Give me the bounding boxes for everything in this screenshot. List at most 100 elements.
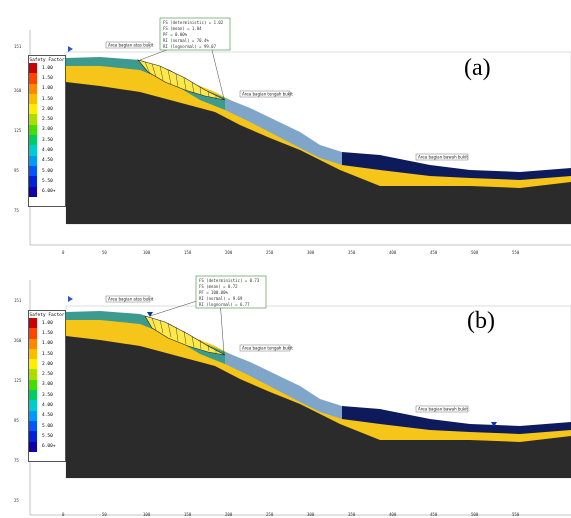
legend-body-b: 1.00 1.50 1.00 1.50 2.00 2.50 3.00 3.50 4.00 4.50… (29, 318, 65, 452)
svg-text:125: 125 (14, 128, 22, 133)
svg-text:150: 150 (184, 512, 192, 517)
callout-line: FS (deterministic) = 0.73 (199, 278, 260, 283)
svg-text:151: 151 (14, 44, 22, 49)
legend-value: 3.50 (42, 392, 53, 398)
svg-text:95: 95 (14, 418, 19, 423)
fs-callout-a (159, 17, 231, 51)
legend-row: 1.50 (29, 348, 65, 360)
svg-text:250: 250 (266, 250, 274, 255)
svg-text:151: 151 (14, 298, 22, 303)
legend-row: 5.00 (29, 165, 65, 177)
svg-text:125: 125 (14, 378, 22, 383)
legend-value: 4.50 (42, 158, 53, 164)
legend-row: 3.50 (29, 135, 65, 146)
legend-value: 2.00 (42, 106, 53, 112)
legend-swatch (29, 318, 37, 329)
legend-body-a: 1.00 1.50 1.00 1.50 2.00 2.50 3.00 3.50 4.00 4.50… (29, 63, 65, 197)
svg-text:200: 200 (225, 250, 233, 255)
svg-text:500: 500 (471, 512, 479, 517)
x-ticks: 0 50 100 150 200 250 300 350 400 450 500… (62, 512, 520, 517)
legend-swatch (29, 400, 37, 411)
area-label-lower: Area bagian bawah bukit (418, 155, 468, 160)
legend-value: 2.00 (42, 361, 53, 367)
legend-row: 6.00+ (29, 441, 65, 452)
svg-text:260: 260 (14, 338, 22, 343)
legend-swatch (29, 73, 37, 84)
legend-value: 4.50 (42, 413, 53, 419)
legend-row: 2.50 (29, 114, 65, 125)
legend-value: 3.00 (42, 127, 53, 133)
legend-swatch (29, 155, 37, 166)
legend-row: 2.00 (29, 104, 65, 115)
svg-text:250: 250 (266, 512, 274, 517)
slope-model-b: FS (deterministic) = 0.73 FS (mean) = 0.… (14, 275, 571, 517)
area-label-middle: Area bagian tengah bukit (242, 346, 293, 351)
svg-text:550: 550 (512, 512, 520, 517)
legend-swatch (29, 186, 37, 197)
slice-lines (144, 61, 217, 99)
legend-swatch (29, 431, 37, 442)
svg-text:350: 350 (348, 250, 356, 255)
legend-row: 3.50 (29, 390, 65, 401)
fs-callout-b (195, 275, 267, 309)
legend-row: 1.00 (29, 63, 65, 74)
legend-swatch (29, 83, 37, 94)
svg-text:450: 450 (430, 512, 438, 517)
legend-row: 4.50 (29, 155, 65, 166)
legend-swatch (29, 104, 37, 115)
legend-title: Safety Factor (29, 58, 65, 63)
legend-value: 5.00 (42, 423, 53, 429)
legend-swatch (29, 338, 37, 349)
legend-value: 5.00 (42, 168, 53, 174)
svg-text:95: 95 (14, 168, 19, 173)
surface-lower-layer (342, 152, 571, 180)
legend-swatch (29, 348, 37, 360)
surface-lower-layer (342, 406, 571, 434)
svg-text:75: 75 (14, 208, 19, 213)
y-ticks: 151 260 125 95 75 (14, 44, 22, 213)
panel-letter-b: (b) (467, 308, 495, 334)
legend-value: 2.50 (42, 117, 53, 123)
legend-swatch (29, 165, 37, 177)
callout-line: FS (mean) = 1.04 (163, 26, 202, 31)
y-ticks: 151 260 125 95 75 25 (14, 298, 22, 503)
area-label-middle: Area bagian tengah bukit (242, 92, 293, 97)
callout-line: RI (normal) = 9.69 (199, 296, 243, 301)
legend-row: 1.00 (29, 83, 65, 94)
legend-swatch (29, 114, 37, 125)
legend-value: 1.00 (42, 86, 53, 92)
surface-mid-layer (225, 98, 342, 165)
legend-value: 5.50 (42, 433, 53, 439)
legend-swatch (29, 379, 37, 391)
legend-row: 1.00 (29, 338, 65, 349)
legend-value: 2.50 (42, 372, 53, 378)
svg-text:300: 300 (307, 250, 315, 255)
legend-row: 1.50 (29, 73, 65, 84)
legend-value: 4.00 (42, 148, 53, 154)
legend-row: 6.00+ (29, 186, 65, 197)
legend-value: 5.50 (42, 178, 53, 184)
svg-text:150: 150 (184, 250, 192, 255)
legend-swatch (29, 359, 37, 370)
svg-text:200: 200 (225, 512, 233, 517)
legend-row: 4.00 (29, 400, 65, 411)
svg-text:50: 50 (102, 250, 107, 255)
legend-swatch (29, 124, 37, 136)
legend-row: 3.00 (29, 124, 65, 136)
legend-value: 1.00 (42, 65, 53, 71)
slip-surface (137, 59, 226, 101)
legend-swatch (29, 410, 37, 421)
panel-letter-a: (a) (464, 55, 491, 81)
svg-text:300: 300 (307, 512, 315, 517)
legend-row: 1.50 (29, 93, 65, 105)
legend-value: 1.00 (42, 341, 53, 347)
legend-value: 3.50 (42, 137, 53, 143)
svg-text:350: 350 (348, 512, 356, 517)
legend-row: 2.00 (29, 359, 65, 370)
legend-swatch (29, 369, 37, 380)
area-label-upper: Area bagian atas bukit (108, 297, 154, 302)
legend-swatch (29, 93, 37, 105)
slope-model-a: FS (deterministic) = 1.02 FS (mean) = 1.… (14, 17, 571, 255)
svg-text:0: 0 (62, 512, 65, 517)
svg-text:400: 400 (389, 250, 397, 255)
